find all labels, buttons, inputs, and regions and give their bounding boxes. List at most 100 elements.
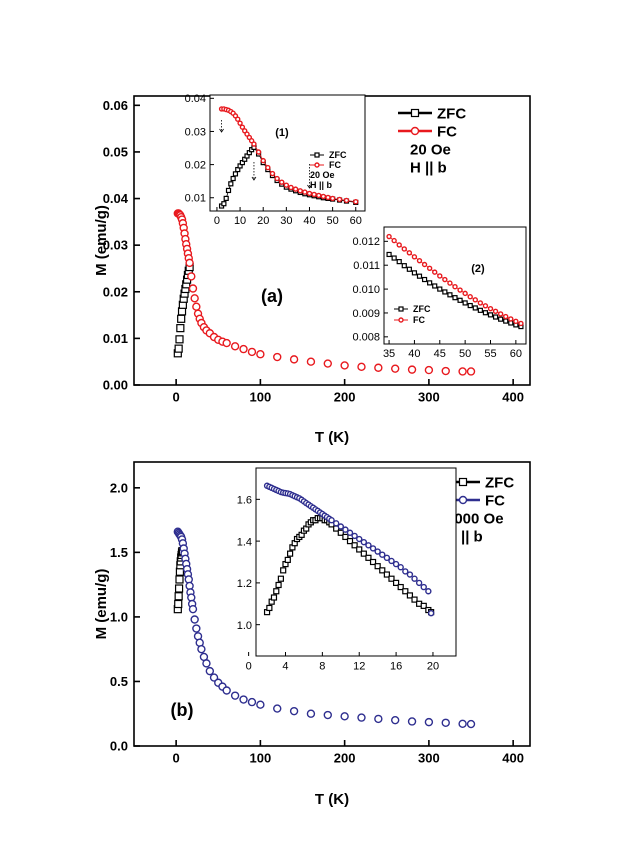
inset-1-frame [209,94,366,212]
inset-1-point-fc [283,182,290,188]
panel-b-legend-label-zfc: ZFC [485,474,514,491]
inset-b-point-fc [383,554,391,562]
inset-2-point-fc [513,318,519,325]
inset-2-point-fc [482,303,489,309]
panel-b-label: (b) [171,700,194,720]
inset-2-point-fc [462,290,468,297]
inset-b-point-fc [365,542,372,549]
inset-1-axes: 0 10 20 30 40 50 60 0.01 0.02 0.03 0.04 (1) ZFCFC20 … [185,93,366,227]
inset-1-ytick-label: 0.03 [185,126,206,138]
inset-1-point-fc [325,194,331,201]
inset-b-point-fc [328,517,335,524]
inset-1-ytick-label: 0.02 [185,159,206,171]
inset-2-point-fc [401,246,407,252]
inset-2-series-zfc [386,251,524,330]
inset-2-point-zfc [487,312,494,318]
panel-a-point-fc [306,357,316,366]
panel-b-point-fc [306,709,316,718]
panel-b-point-fc [209,673,219,682]
panel-a-point-fc [188,284,198,293]
panel-b-point-fc [230,691,240,700]
inset-1-point-fc [336,196,343,203]
inset-1-point-fc [279,179,285,185]
inset-b-point-fc [397,564,404,571]
panel-a-ytick-label: 0.04 [103,191,129,206]
inset-1-xtick-label: 50 [326,215,338,227]
inset-2-point-fc [503,313,509,320]
inset-1-point-fc [255,149,262,155]
panel-b-point-fc [407,717,417,726]
inset-b-point-fc [360,538,368,546]
inset-b-point-fc [420,583,427,591]
inset-2-ytick-label: 0.008 [352,332,380,344]
inset-b-point-zfc [411,596,418,603]
panel-b-legend-marker [458,477,468,487]
inset-b-ytick-label: 1.0 [237,620,252,632]
inset-1-legend-annotation: H || b [310,180,333,190]
panel-a-xtick-label: 300 [418,389,440,404]
panel-b-point-fc [247,697,257,707]
inset-b-point-zfc [287,550,294,557]
inset-2-xtick-label: 40 [408,348,420,360]
panel-a-point-fc [390,364,400,373]
inset-b-axes: 0 4 8 12 16 20 1.0 1.2 1.4 1.6 [237,467,457,673]
panel-a-point-fc [357,362,366,372]
inset-b-point-zfc [346,538,354,545]
inset-b-point-fc [337,523,344,530]
inset-2-point-fc [472,297,478,303]
inset-b-point-zfc [356,546,363,553]
panel-a-point-fc [441,366,450,376]
inset-2-ytick-label: 0.009 [352,308,380,320]
panel-a-point-zfc [174,344,183,353]
inset-1-point-fc [292,186,299,192]
inset-b-xtick-label: 8 [319,661,325,673]
inset-2-point-fc [396,242,402,248]
panel-b-legend-annotation: 1000 Oe [446,510,504,527]
panel-a-point-fc [458,367,467,376]
inset-b-point-fc [342,526,349,533]
panel-b-point-zfc [174,584,184,593]
panel-b-point-fc [357,713,366,722]
inset-1-xtick-label: 60 [350,215,362,227]
inset-2-point-zfc [447,292,453,298]
inset-b-point-zfc [277,575,284,582]
panel-a-point-fc [340,361,349,370]
inset-2-ytick-label: 0.012 [352,236,380,248]
panel-a-point-fc [407,365,417,374]
inset-2-point-fc [508,316,514,322]
panel-a-xtick-label: 200 [334,389,356,404]
panel-b-point-fc [239,695,248,704]
inset-b-point-fc [388,557,395,565]
inset-2-legend-label-zfc: ZFC [413,304,431,314]
inset-b-point-fc [392,560,400,568]
inset-b-point-fc [332,520,340,527]
panel-a-point-zfc [175,335,184,344]
inset-2-point-fc [452,283,458,290]
panel-a-point-fc [239,344,248,354]
inset-2-point-zfc [477,307,483,313]
inset-2-point-zfc [411,270,418,276]
panel-b-point-fc [197,644,206,654]
panel-a-ytick-label: 0.01 [103,331,128,346]
inset-1-legend-marker [314,162,320,168]
inset-2-xtick-label: 45 [434,348,446,360]
inset-2-label: (2) [471,263,485,275]
panel-a-point-fc [190,294,199,303]
inset-2-point-zfc [457,297,463,303]
panel-b-legend-marker [458,495,468,505]
panel-a-ytick-label: 0.03 [103,238,128,253]
inset-b-xtick-label: 12 [353,661,365,673]
inset-1-label: (1) [275,127,289,139]
panel-a-legend-annotation: H || b [410,159,447,176]
inset-2-point-fc [437,273,443,279]
panel-a-point-zfc [177,314,186,323]
inset-1-legend-marker [314,152,320,158]
inset-1-ytick-label: 0.01 [185,193,206,205]
inset-b-point-zfc [337,529,344,536]
panel-b-point-fc [205,666,215,676]
panel-a-point-fc [256,350,265,359]
inset-2-legend-marker [398,317,404,323]
panel-b-point-fc [192,624,201,633]
panel-a-legend-label-fc: FC [437,123,457,140]
inset-b-ytick-label: 1.4 [237,536,252,548]
